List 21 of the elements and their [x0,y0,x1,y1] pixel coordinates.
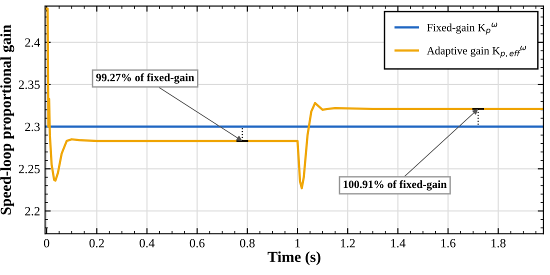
x-tick-label: 1.8 [492,238,506,248]
y-tick-label: 2.3 [25,122,40,132]
y-tick-label: 2.4 [25,38,40,47]
y-tick-label: 2.35 [18,80,40,89]
y-axis-title: Speed-loop proportional gain [0,24,14,214]
x-tick-label: 1.2 [340,239,355,248]
x-tick-label: 1.4 [391,239,406,248]
annotation: 100.91% of fixed-gain [344,180,447,190]
x-tick-label: 0 [44,238,50,248]
x-axis-title: Time (s) [268,251,320,266]
legend-label: Adaptive gain K$_{p,eff}$$^{ω}$ [426,46,526,58]
x-tick-label: 0.4 [140,238,155,248]
y-tick-label: 2.2 [25,207,40,216]
x-tick-label: 1.6 [441,239,456,248]
annotation: 99.27% of fixed-gain [96,73,194,84]
y-tick-label: 2.25 [18,164,40,174]
x-tick-label: 0.6 [190,238,205,248]
x-tick-label: 0.8 [240,238,255,248]
legend-label: Fixed-gain K$_{p}$$^{ω}$ [427,22,498,35]
x-tick-label: 0.2 [89,238,104,248]
x-tick-label: 1 [295,239,300,248]
